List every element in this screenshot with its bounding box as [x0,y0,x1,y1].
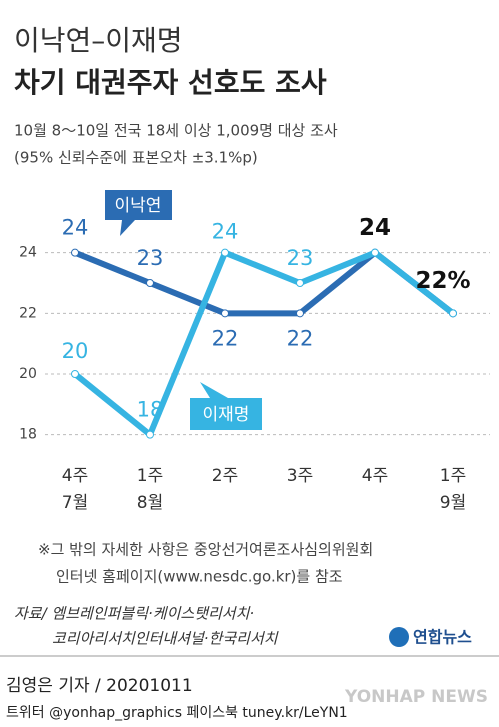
y-tick-label: 22 [19,305,37,321]
logo-icon [389,627,409,647]
subtitle: 10월 8～10일 전국 18세 이상 1,009명 대상 조사 [14,122,338,140]
x-tick-label: 3주 [287,466,313,486]
x-tick-sublabel: 7월 [62,493,88,513]
series-line [72,249,456,438]
data-label: 24 [62,216,89,240]
subtitle-note: (95% 신뢰수준에 표본오차 ±3.1%p) [14,149,258,167]
legend-box [105,190,172,236]
point [221,248,229,257]
y-tick-label: 20 [19,366,37,382]
y-tick-label: 24 [19,245,37,261]
x-tick-label: 4주 [62,466,88,486]
point [296,309,304,318]
data-label: 23 [137,246,164,270]
footnote: ※그 밖의 자세한 사항은 중앙선거여론조사심의위원회 [38,541,373,559]
legend-label: 이재명 [203,405,250,425]
chart-title: 차기 대권주자 선호도 조사 [14,66,327,99]
point [221,309,229,318]
point [71,248,79,257]
point [449,309,457,318]
point [296,279,304,287]
x-tick-sublabel: 9월 [440,493,466,513]
x-tick-label: 2주 [212,466,238,486]
footnote: 인터넷 홈페이지(www.nesdc.go.kr)를 참조 [56,568,343,586]
credit: 김영은 기자 / 20201011 [6,676,193,696]
data-label: 22 [287,326,314,350]
watermark: YONHAP NEWS [344,687,488,707]
point [146,430,154,439]
data-label: 22 [212,326,239,350]
data-label: 22% [415,268,470,294]
source: 자료/ 엠브레인퍼블릭·케이스탯리서치· [14,605,254,623]
data-label: 18 [137,398,164,422]
point [146,279,154,287]
data-label: 23 [287,246,314,270]
legend-label: 이낙연 [115,196,162,216]
title-top: 이낙연–이재명 [14,24,183,57]
y-tick-label: 18 [19,427,37,443]
social: 트위터 @yonhap_graphics 페이스북 tuney.kr/LeYN1 [6,705,348,721]
source: 코리아리서치인터내셔널·한국리서치 [52,630,279,648]
point [71,370,79,378]
data-label: 24 [212,220,239,244]
point [371,248,379,257]
x-tick-sublabel: 8월 [137,493,163,513]
legend-box [190,382,262,430]
data-label: 24 [359,215,391,241]
x-tick-label: 1주 [440,466,466,486]
x-tick-label: 1주 [137,466,163,486]
x-tick-label: 4주 [362,466,388,486]
logo: 연합뉴스 [413,628,472,647]
data-label: 20 [62,339,89,363]
